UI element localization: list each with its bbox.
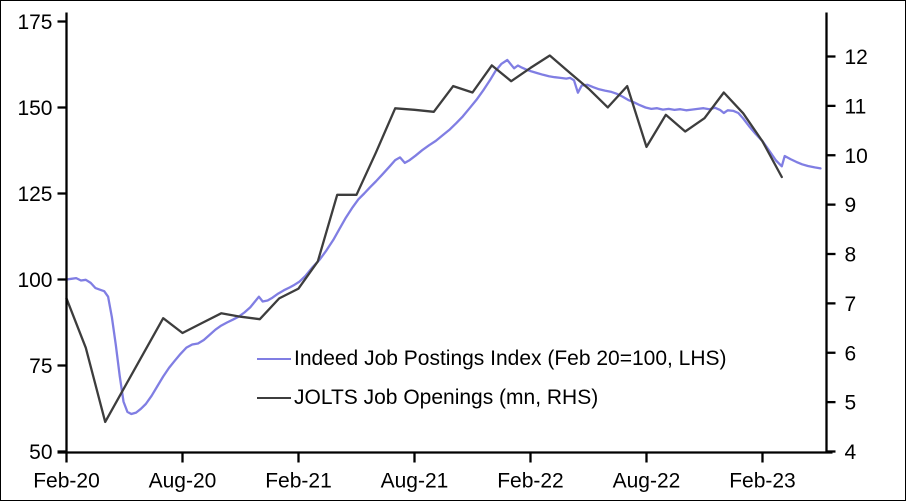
y-left-tick-label: 175: [17, 11, 52, 34]
legend-item-jolts: JOLTS Job Openings (mn, RHS): [257, 378, 727, 417]
legend-label-jolts: JOLTS Job Openings (mn, RHS): [294, 385, 599, 409]
legend-item-indeed: Indeed Job Postings Index (Feb 20=100, L…: [257, 339, 727, 378]
legend-line-swatch-jolts: [257, 396, 291, 399]
y-left-tick-label: 100: [17, 269, 52, 292]
y-right-tick-label: 4: [845, 441, 857, 464]
series-line-jolts: [65, 54, 783, 424]
y-right-tick-label: 8: [845, 244, 857, 267]
y-left-tick-label: 50: [29, 441, 52, 464]
x-tick-label: Feb-20: [33, 470, 100, 493]
y-left-tick-label: 75: [29, 355, 52, 378]
x-tick-label: Aug-22: [613, 470, 681, 493]
y-left-tick-label: 150: [17, 97, 52, 120]
y-left-tick-label: 125: [17, 183, 52, 206]
y-right-tick-label: 10: [845, 145, 868, 168]
y-right-tick-label: 5: [845, 392, 857, 415]
chart-legend: Indeed Job Postings Index (Feb 20=100, L…: [257, 339, 727, 417]
x-tick-label: Aug-20: [149, 470, 217, 493]
y-right-tick-label: 7: [845, 293, 857, 316]
legend-line-swatch-indeed: [257, 357, 291, 360]
y-right-tick-label: 9: [845, 194, 857, 217]
x-tick-label: Feb-22: [497, 470, 564, 493]
x-tick-label: Feb-23: [729, 470, 796, 493]
x-tick-label: Aug-21: [381, 470, 449, 493]
legend-label-indeed: Indeed Job Postings Index (Feb 20=100, L…: [294, 346, 727, 370]
series-line-indeed: [65, 58, 822, 416]
x-tick-label: Feb-21: [265, 470, 332, 493]
y-right-tick-label: 6: [845, 342, 857, 365]
y-right-tick-label: 11: [845, 95, 867, 118]
y-right-tick-label: 12: [845, 46, 868, 69]
